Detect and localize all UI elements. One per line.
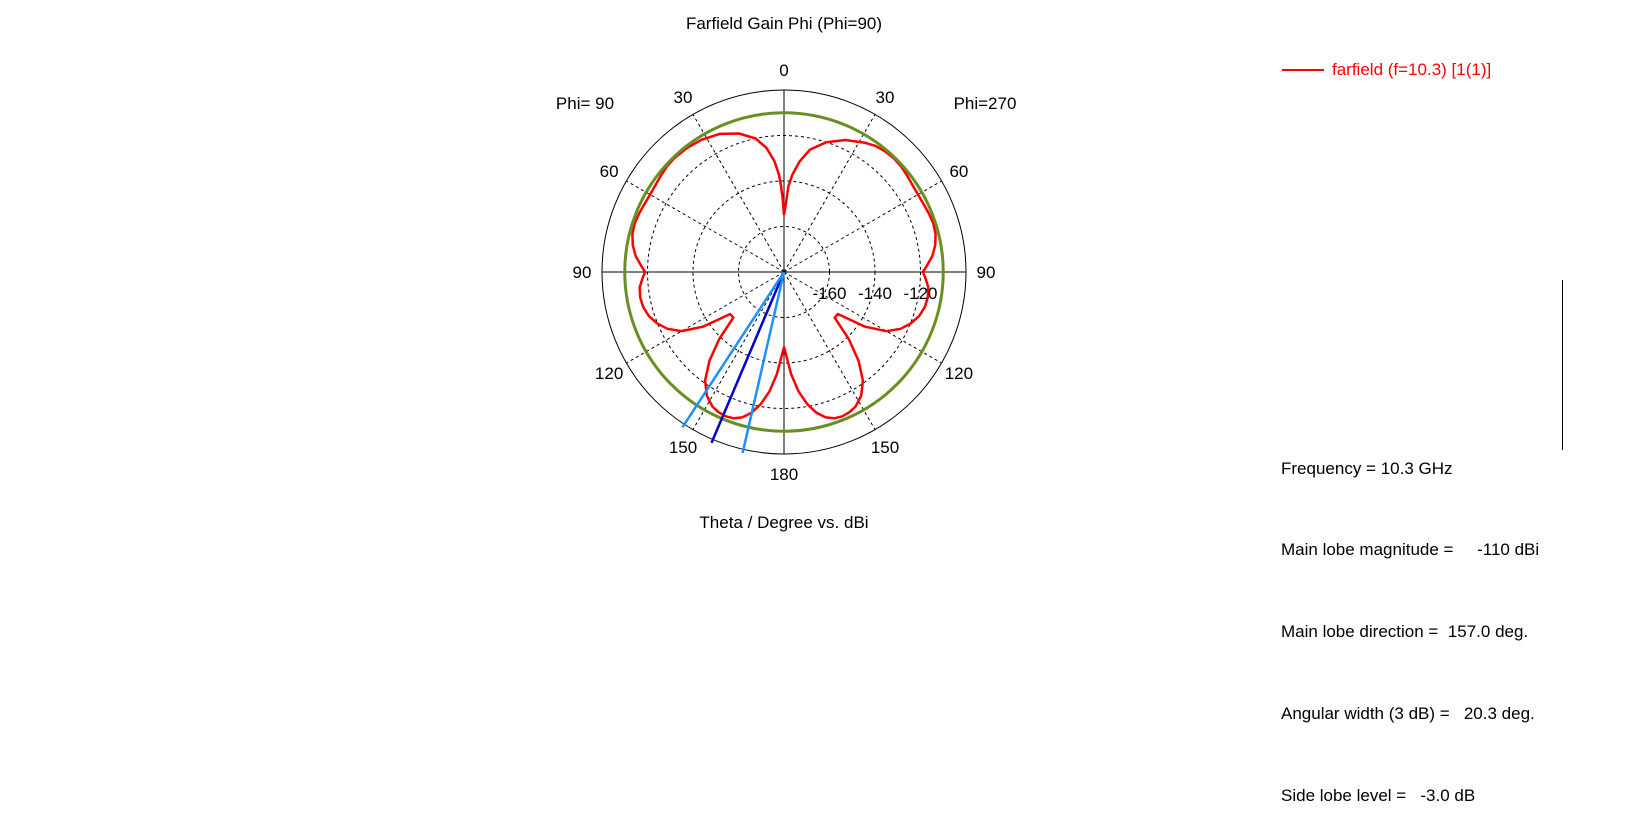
left-half-label: Phi= 90	[556, 94, 614, 113]
radial-tick-label: -140	[858, 284, 892, 303]
angle-tick-label: 60	[949, 162, 968, 181]
angle-spoke	[626, 180, 785, 273]
angle-spoke	[783, 114, 876, 273]
angle-tick-label: 150	[871, 438, 899, 457]
stat-main-lobe-magnitude: Main lobe magnitude = -110 dBi	[1281, 536, 1539, 563]
angle-tick-label: 90	[573, 263, 592, 282]
angle-spoke	[783, 180, 942, 273]
right-half-label: Phi=270	[954, 94, 1017, 113]
stat-label: Angular width (3 dB) =	[1281, 704, 1455, 724]
angle-tick-label: 30	[674, 88, 693, 107]
angle-tick-label: 90	[977, 263, 996, 282]
stat-label: Main lobe direction =	[1281, 622, 1444, 642]
stat-value: 20.3 deg.	[1454, 704, 1535, 724]
tick-labels: 0 30 60 90 120 150 180 30 60 90 120 150 -160 -140 -120	[573, 61, 996, 484]
angle-tick-label: 60	[600, 162, 619, 181]
panel-edge-divider	[1562, 280, 1563, 450]
stat-frequency: Frequency = 10.3 GHz	[1281, 455, 1539, 482]
legend-swatch	[1282, 69, 1324, 71]
stat-value: 10.3 GHz	[1380, 458, 1453, 478]
stat-angular-width: Angular width (3 dB) = 20.3 deg.	[1281, 700, 1539, 727]
angle-spoke	[692, 114, 785, 273]
results-panel: Frequency = 10.3 GHz Main lobe magnitude…	[1281, 400, 1539, 837]
beamwidth-marker	[681, 271, 786, 428]
polar-plot: Farfield Gain Phi (Phi=90) Theta / Degre…	[556, 14, 1017, 532]
angle-tick-label: 120	[595, 364, 623, 383]
stat-label: Frequency =	[1281, 458, 1381, 478]
beam-markers	[681, 271, 786, 454]
polar-grid	[601, 89, 967, 455]
angle-tick-label: 30	[876, 88, 895, 107]
stat-value: -3.0 dB	[1410, 786, 1476, 806]
stat-label: Side lobe level =	[1281, 786, 1411, 806]
stat-label: Main lobe magnitude =	[1281, 540, 1459, 560]
stat-main-lobe-direction: Main lobe direction = 157.0 deg.	[1281, 618, 1539, 645]
stat-side-lobe-level: Side lobe level = -3.0 dB	[1281, 782, 1539, 809]
stat-value: -110 dBi	[1458, 540, 1540, 560]
angle-spoke	[783, 271, 942, 364]
angle-spoke	[692, 271, 785, 430]
radial-tick-label: -120	[903, 284, 937, 303]
angle-tick-label: 0	[779, 61, 788, 80]
angle-spoke	[626, 271, 785, 364]
angle-tick-label: 120	[945, 364, 973, 383]
series-group	[623, 111, 945, 433]
angle-tick-label: 150	[669, 438, 697, 457]
legend-label: farfield (f=10.3) [1(1)]	[1332, 60, 1492, 79]
chart-title: Farfield Gain Phi (Phi=90)	[686, 14, 882, 33]
reference-circle	[623, 111, 945, 433]
stat-value: 157.0 deg.	[1443, 622, 1529, 642]
radial-tick-label: -160	[812, 284, 846, 303]
legend: farfield (f=10.3) [1(1)]	[1282, 60, 1491, 80]
beamwidth-marker	[741, 271, 786, 454]
main-lobe-marker	[710, 271, 786, 444]
angle-tick-label: 180	[770, 465, 798, 484]
series-line-farfield	[631, 132, 937, 420]
angle-spoke	[783, 271, 876, 430]
axis-label: Theta / Degree vs. dBi	[699, 513, 868, 532]
